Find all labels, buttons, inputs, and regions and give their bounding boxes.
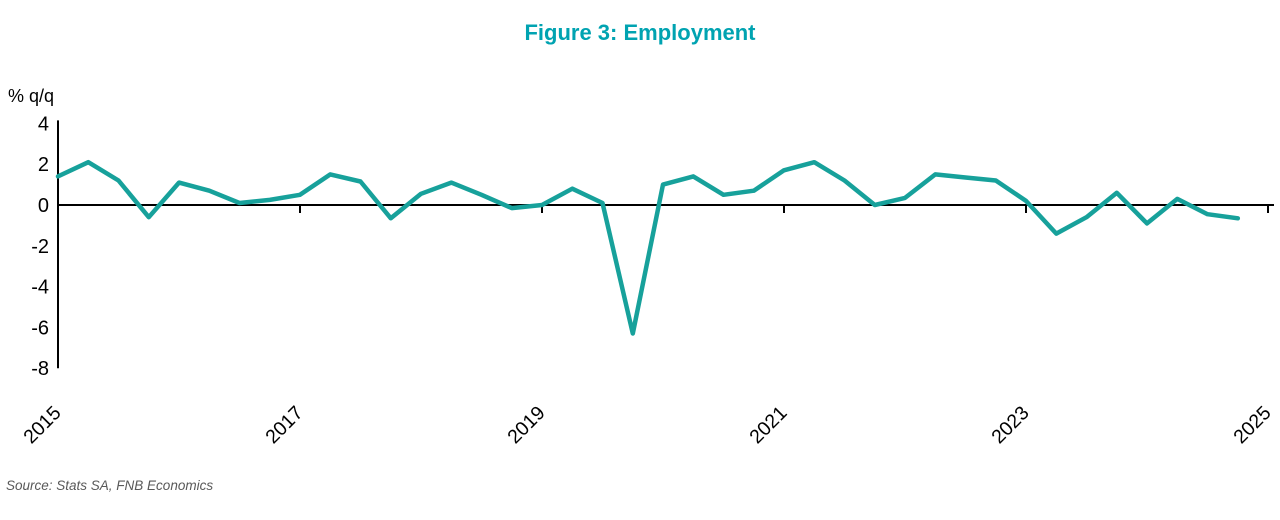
y-tick-label: -8	[31, 358, 49, 380]
x-tick-label: 2023	[987, 402, 1033, 448]
x-tick-label: 2017	[261, 402, 307, 448]
employment-line-series	[55, 159, 1241, 336]
chart-title: Figure 3: Employment	[524, 20, 756, 45]
y-tick-label: -2	[31, 236, 49, 258]
x-tick-label: 2025	[1229, 402, 1275, 448]
x-tick-label: 2021	[745, 402, 791, 448]
x-tick-label: 2019	[503, 402, 549, 448]
y-tick-label: -6	[31, 317, 49, 339]
source-note: Source: Stats SA, FNB Economics	[6, 478, 214, 493]
x-tick-label: 2015	[19, 402, 65, 448]
y-tick-label: 4	[38, 113, 49, 135]
y-tick-label: -4	[31, 277, 49, 299]
y-axis-unit-label: % q/q	[8, 86, 55, 106]
y-tick-label: 0	[38, 195, 49, 217]
y-tick-label: 2	[38, 154, 49, 176]
